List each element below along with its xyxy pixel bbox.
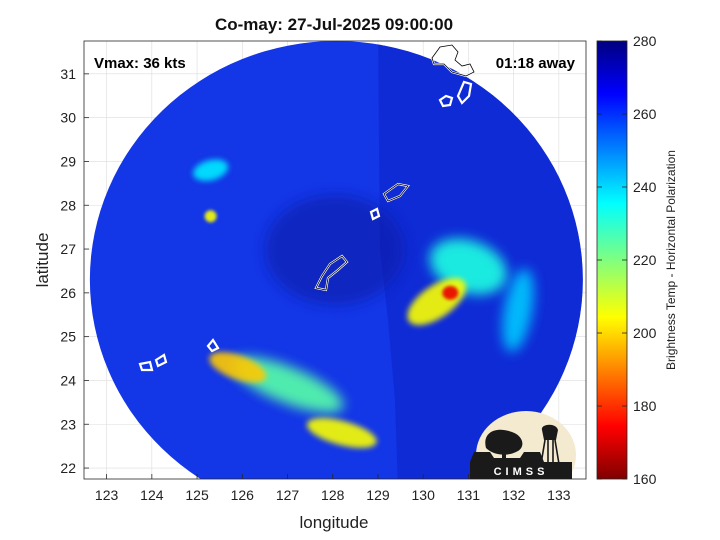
coast-island-a: [438, 94, 454, 108]
dark-region: [265, 195, 405, 305]
x-axis-label: longitude: [299, 513, 368, 532]
x-tick-label: 125: [185, 487, 209, 503]
chart-title: Co-may: 27-Jul-2025 09:00:00: [215, 15, 453, 34]
y-tick-label: 24: [60, 372, 76, 388]
x-tick-label: 124: [140, 487, 164, 503]
x-tick-label: 129: [366, 487, 390, 503]
x-axis-ticks: 123 124 125 126 127 128 129 130 131 132 133: [95, 474, 571, 503]
y-tick-label: 30: [60, 110, 76, 126]
x-tick-label: 126: [231, 487, 255, 503]
y-tick-label: 22: [60, 460, 76, 476]
y-tick-label: 23: [60, 416, 76, 432]
x-tick-label: 128: [321, 487, 345, 503]
y-axis-label: latitude: [33, 233, 52, 288]
coast-islet-b: [154, 353, 168, 368]
cimss-logo: CIMSS: [470, 411, 576, 479]
y-axis-ticks: 22 23 24 25 26 27 28 29 30 31: [60, 66, 89, 476]
water-tower-icon: [541, 424, 558, 440]
time-away-annotation: 01:18 away: [496, 55, 576, 72]
x-tick-label: 123: [95, 487, 119, 503]
coast-island-d: [369, 207, 381, 221]
feature-northwest-cell: [193, 159, 229, 181]
vmax-annotation: Vmax: 36 kts: [94, 55, 186, 72]
logo-text: CIMSS: [494, 466, 549, 478]
colorbar-tick-label: 240: [633, 179, 657, 195]
feature-small-cell: [204, 210, 217, 223]
y-tick-label: 26: [60, 285, 76, 301]
axes-frame: [83, 40, 587, 480]
colorbar-tick-label: 160: [633, 471, 657, 487]
colorbar-ticks: 160 180 200 220 240 260 280: [597, 33, 657, 487]
colorbar-tick-label: 220: [633, 252, 657, 268]
feature-storm-core: [442, 285, 459, 300]
precip-features: [193, 159, 534, 448]
colorbar-tick-label: 280: [633, 33, 657, 49]
coast-islet-c: [206, 338, 220, 353]
feature-outer-eastern-band: [502, 268, 534, 352]
x-tick-label: 130: [412, 487, 436, 503]
x-tick-label: 127: [276, 487, 300, 503]
colorbar-tick-label: 200: [633, 325, 657, 341]
x-tick-label: 133: [547, 487, 571, 503]
y-tick-label: 25: [60, 329, 76, 345]
colorbar-label: Brightness Temp - Horizontal Polarizatio…: [664, 150, 678, 370]
y-tick-label: 31: [60, 66, 76, 82]
colorbar-tick-label: 180: [633, 398, 657, 414]
coastline-outlines: [315, 44, 475, 291]
x-tick-label: 132: [502, 487, 526, 503]
feature-southwest-band-east: [306, 418, 377, 448]
y-tick-label: 29: [60, 153, 76, 169]
colorbar-tick-label: 260: [633, 106, 657, 122]
x-tick-label: 131: [457, 487, 481, 503]
coast-island-b: [456, 80, 473, 105]
satellite-dish-icon: [485, 429, 523, 455]
feature-southwest-band-west: [209, 352, 267, 383]
logo-building: [470, 452, 572, 479]
coast-islet-a: [138, 360, 154, 372]
y-tick-label: 28: [60, 197, 76, 213]
y-tick-label: 27: [60, 241, 76, 257]
